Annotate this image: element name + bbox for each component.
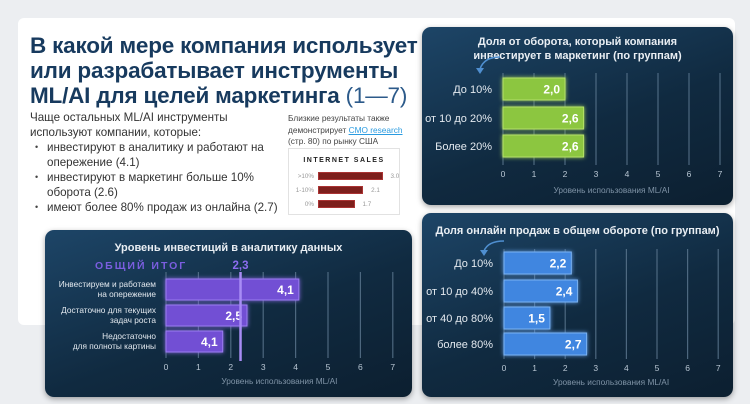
category-label: Более 20% [435,141,492,153]
bar [165,304,248,327]
data-label: 2,7 [565,338,582,352]
curved-arrow-icon [483,240,505,252]
tick-label: 2 [228,362,233,372]
data-label: 3.0 [390,173,400,180]
bar [503,306,551,330]
data-label: 2,6 [562,140,579,154]
mini-bar-row: 1-10% 2.1 [289,186,399,195]
category-label: задач роста [110,315,156,325]
category-label: >10% [297,173,314,180]
curved-arrow-icon [479,56,501,70]
category-label: для полноты картины [73,341,156,351]
reference-value-label: 2,3 [233,260,249,272]
category-label: от 10 до 40% [426,286,493,298]
data-label: 2,2 [550,257,567,271]
source-note: Близкие результаты также демонстрирует C… [288,113,418,148]
axis-label: Уровень использования ML/AI [553,185,669,195]
tick-label: 7 [718,169,723,179]
tick-label: 7 [716,363,721,373]
category-label: от 10 до 20% [425,113,492,125]
bar [502,134,585,158]
tick-label: 3 [261,362,266,372]
bar [503,279,578,303]
data-label: 2,6 [562,112,579,126]
axis-label: Уровень использования ML/AI [553,377,669,387]
bullet-item: инвестируют в маркетинг больше 10% оборо… [30,170,290,200]
category-label: от 40 до 80% [426,313,493,325]
data-label: 4,1 [201,335,218,349]
category-label: Достаточно для текущих [61,305,157,315]
tick-label: 5 [656,169,661,179]
bar [318,186,364,194]
arrow-head-icon [476,68,484,74]
axis-label: Уровень использования ML/AI [221,376,337,386]
note-text: Близкие результаты также демонстрирует [288,113,390,135]
tick-label: 6 [687,169,692,179]
category-label: 0% [304,201,314,208]
chart-title: Доля от оборота, который компания инвест… [473,36,682,62]
chart-title: Доля онлайн продаж в общем обороте (по г… [435,225,720,237]
online-share-panel: Доля онлайн продаж в общем обороте (по г… [422,213,733,397]
bar [502,106,585,130]
category-label: 1-10% [295,187,314,194]
tick-label: 0 [502,363,507,373]
bar [503,332,588,356]
analytics-investment-panel: Уровень инвестиций в аналитику данных 0 1… [45,230,412,397]
mini-bar-row: 0% 1.7 [289,200,399,209]
bullet-item: имеют более 80% продаж из онлайна (2.7) [30,200,290,215]
mini-bar-row: >10% 3.0 [289,172,399,181]
intro-lead: Чаще остальных ML/AI инструменты использ… [30,111,228,139]
arrow-head-icon [480,250,488,256]
data-label: 2,0 [543,83,560,97]
bar [318,172,383,180]
category-label: До 10% [453,84,492,96]
title-range: (1—7) [345,83,408,108]
tick-label: 2 [563,363,568,373]
intro-bullets: инвестируют в аналитику и работают на оп… [30,140,290,215]
bar [502,77,566,101]
data-label: 2.1 [371,187,380,194]
bullet-item: инвестируют в аналитику и работают на оп… [30,140,290,170]
tick-label: 3 [593,363,598,373]
tick-label: 2 [563,169,568,179]
marketing-share-panel: Доля от оборота, который компания инвест… [422,27,733,205]
tick-label: 0 [501,169,506,179]
note-text: (стр. 80) по рынку США [288,136,379,146]
tick-label: 1 [532,363,537,373]
data-label: 2,4 [556,285,573,299]
tick-label: 6 [358,362,363,372]
data-label: 1.7 [362,201,372,208]
page-title: В какой мере компания использует или раз… [30,33,420,108]
bar [165,330,224,353]
intro-text: Чаще остальных ML/AI инструменты использ… [30,110,290,215]
tick-label: 4 [625,169,630,179]
category-label: более 80% [437,339,493,351]
tick-label: 4 [624,363,629,373]
bar [165,278,300,301]
chart-title: Уровень инвестиций в аналитику данных [114,242,343,254]
tick-label: 7 [390,362,395,372]
category-label: До 10% [454,258,493,270]
tick-label: 0 [164,362,169,372]
title-text: В какой мере компания использует или раз… [30,33,418,108]
tick-label: 3 [594,169,599,179]
tick-label: 6 [685,363,690,373]
reference-label: ОБЩИЙ ИТОГ [95,259,187,272]
tick-label: 1 [532,169,537,179]
bar [318,200,355,208]
category-label: на опережение [98,289,157,299]
chart-title: INTERNET SALES [303,157,385,164]
cmo-research-link[interactable]: CMO research [348,124,403,135]
tick-label: 5 [326,362,331,372]
data-label: 2,5 [225,309,242,323]
bar [503,251,572,275]
category-label: Недостаточно [102,331,156,341]
tick-label: 1 [196,362,201,372]
category-label: Инвестируем и работаем [59,279,157,289]
internet-sales-chart: INTERNET SALES >10% 3.0 1-10% 2.1 0% 1.7 [288,148,400,215]
tick-label: 4 [293,362,298,372]
data-label: 4,1 [277,283,294,297]
data-label: 1,5 [528,312,545,326]
tick-label: 5 [655,363,660,373]
